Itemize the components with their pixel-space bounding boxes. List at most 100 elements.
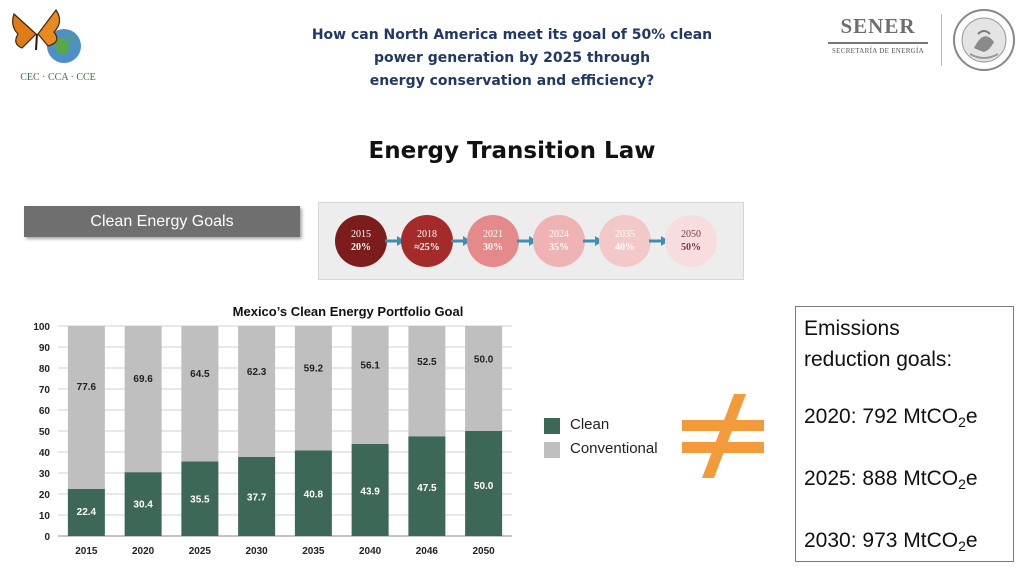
milestone-2050: 2050 50% [665,215,717,267]
x-tick-label: 2046 [416,546,439,557]
milestone-year: 2021 [483,229,503,240]
emissions-heading-line1: Emissions [804,317,900,340]
data-label-clean: 37.7 [247,492,267,503]
y-tick-label: 90 [39,343,51,354]
y-tick-label: 50 [39,427,51,438]
cec-logo: CEC · CCA · CCE [12,8,96,83]
chart-bars: 22.4 77.6 30.4 69.6 35.5 64.5 37.7 62.3 40.8 59.2… [67,326,503,536]
y-tick-label: 0 [44,532,50,543]
x-tick-label: 2050 [473,546,496,557]
y-tick-label: 100 [33,322,50,333]
bar-conventional-2050 [465,326,503,431]
mexico-seal-icon [953,9,1015,71]
bar-conventional-2040 [351,326,389,444]
legend-swatch-clean [544,418,560,434]
x-tick-label: 2035 [302,546,325,557]
data-label-clean: 35.5 [190,494,210,505]
bar-clean-2035 [294,450,332,536]
milestone-year: 2015 [351,229,371,240]
x-tick-label: 2025 [189,546,212,557]
y-tick-label: 60 [39,406,51,417]
data-label-conventional: 77.6 [77,382,97,393]
bar-conventional-2035 [294,326,332,451]
header-title-line1: How can North America meet its goal of 5… [311,27,713,43]
bar-clean-2046 [408,436,446,536]
data-label-clean: 30.4 [133,499,153,510]
y-tick-label: 80 [39,364,51,375]
not-equal-icon [682,394,764,478]
milestones-strip: 2015 20% 2018 ≈25% 2021 30% 2024 35% 2035 40% 2050… [318,202,744,280]
x-tick-label: 2030 [246,546,269,557]
legend-label-clean: Clean [570,416,610,433]
milestone-percent: 50% [681,242,701,253]
milestone-2021: 2021 30% [467,215,519,267]
milestone-percent: 40% [615,242,635,253]
emissions-goal-2020: 2020: 792 MtCO2e [804,405,978,430]
y-tick-label: 10 [39,511,51,522]
cec-logo-text: CEC · CCA · CCE [20,72,96,83]
y-tick-label: 70 [39,385,51,396]
milestone-percent: 30% [483,242,503,253]
y-tick-label: 20 [39,490,51,501]
chart-title: Mexico’s Clean Energy Portfolio Goal [233,304,464,319]
data-label-conventional: 59.2 [304,364,324,375]
sener-logo-name: SENER [840,14,916,38]
sener-logo-rule [828,42,928,44]
emissions-goal-2025: 2025: 888 MtCO2e [804,467,978,492]
milestone-2015: 2015 20% [335,215,387,267]
legend-label-conventional: Conventional [570,440,658,457]
data-label-clean: 50.0 [474,481,494,492]
bar-clean-2025 [181,461,219,536]
data-label-clean: 47.5 [417,483,437,494]
x-tick-label: 2015 [75,546,98,557]
data-label-clean: 40.8 [304,489,324,500]
data-label-conventional: 64.5 [190,369,210,380]
milestone-percent: 20% [351,242,371,253]
bar-conventional-2025 [181,326,219,462]
emissions-goals-box: Emissions reduction goals: 2020: 792 MtC… [795,306,1014,562]
chart-legend: Clean Conventional [544,414,684,464]
data-label-conventional: 50.0 [474,354,494,365]
x-tick-label: 2040 [359,546,382,557]
header-title: How can North America meet its goal of 5… [290,24,734,93]
data-label-conventional: 52.5 [417,357,437,368]
bar-clean-2050 [465,431,503,536]
data-label-conventional: 69.6 [133,374,153,385]
data-label-clean: 43.9 [360,487,380,498]
y-tick-label: 40 [39,448,51,459]
bar-clean-2040 [351,443,389,536]
bar-conventional-2015 [67,326,105,489]
legend-swatch-conventional [544,442,560,458]
bar-conventional-2020 [124,326,162,473]
milestone-year: 2035 [615,229,635,240]
milestone-2035: 2035 40% [599,215,651,267]
chart-x-axis: 2015 2020 2025 2030 2035 2040 2046 2050 [75,546,495,557]
milestone-year: 2050 [681,229,701,240]
milestone-2024: 2024 35% [533,215,585,267]
x-tick-label: 2020 [132,546,155,557]
milestone-year: 2018 [417,229,437,240]
sener-logo: SENER SECRETARÍA DE ENERGÍA [826,14,936,64]
emissions-heading: Emissions reduction goals: [804,313,1013,375]
bar-clean-2020 [124,472,162,536]
section-title: Energy Transition Law [368,138,656,164]
emissions-heading-line2: reduction goals: [804,348,953,371]
header-title-line3: energy conservation and efficiency? [369,73,655,89]
data-label-clean: 22.4 [77,507,97,518]
emissions-goal-2030: 2030: 973 MtCO2e [804,529,978,554]
bar-conventional-2030 [238,326,276,457]
butterfly-icon [12,8,61,51]
clean-energy-chart: Mexico’s Clean Energy Portfolio Goal 0 10… [33,304,512,557]
bar-conventional-2046 [408,326,446,437]
sener-logo-subtitle: SECRETARÍA DE ENERGÍA [831,47,925,55]
data-label-conventional: 62.3 [247,367,267,378]
bar-clean-2015 [67,488,105,536]
logo-divider [941,14,942,66]
header-title-line2: power generation by 2025 through [373,50,651,66]
chart-y-axis: 0 10 20 30 40 50 60 70 80 90 100 [33,322,50,543]
y-tick-label: 30 [39,469,51,480]
clean-energy-goals-banner: Clean Energy Goals [24,206,300,237]
bar-clean-2030 [238,456,276,536]
milestone-percent: ≈25% [414,242,440,253]
milestone-2018: 2018 ≈25% [401,215,453,267]
